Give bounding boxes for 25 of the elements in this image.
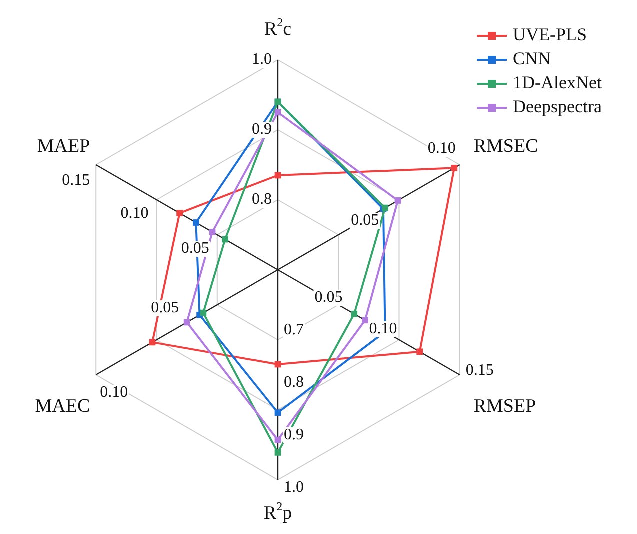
legend-label: 1D-AlexNet	[513, 72, 602, 93]
text: 0.9	[252, 121, 272, 138]
legend-label: CNN	[513, 48, 552, 69]
text: 0.15	[62, 172, 90, 190]
text: 0.10	[428, 140, 456, 158]
text: 0.10	[100, 384, 128, 402]
text: 1.0	[252, 51, 272, 68]
text: 0.8	[252, 191, 272, 208]
text: 0.05	[181, 240, 210, 258]
text: 0.15	[466, 362, 494, 380]
text: 0.05	[314, 289, 343, 306]
text: 0.8	[284, 374, 304, 392]
spoke-label: RMSEP	[474, 396, 536, 417]
spoke-label: MAEC	[35, 396, 90, 417]
text: 1.0	[284, 479, 304, 496]
text: 0.9	[284, 426, 304, 444]
text: 0.10	[120, 205, 149, 222]
text: 0.7	[284, 322, 304, 339]
spoke-label: RMSEC	[474, 136, 538, 157]
legend-label: UVE-PLS	[513, 24, 588, 45]
text: 0.05	[151, 300, 180, 317]
spoke-label: MAEP	[37, 136, 90, 157]
legend-label: Deepspectra	[513, 96, 602, 117]
text: 0.05	[351, 212, 380, 230]
text: 0.10	[369, 320, 398, 338]
